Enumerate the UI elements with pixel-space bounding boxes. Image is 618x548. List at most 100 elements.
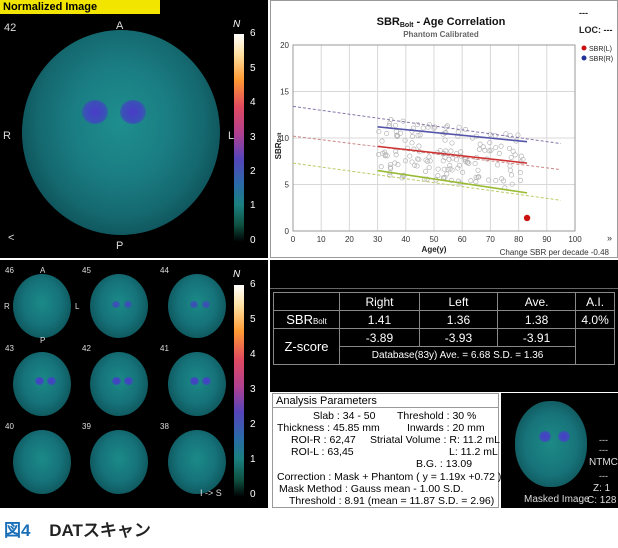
population-point	[400, 118, 406, 124]
masked-image-panel: --- --- NTMC --- Z: 1 Masked Image C: 12…	[501, 393, 618, 508]
slice-color-scale-bar	[234, 285, 244, 497]
table-cell: -3.93	[418, 328, 499, 347]
population-point	[477, 141, 483, 147]
masked-c: C: 128	[587, 495, 617, 506]
table-row: Z-score -3.89 -3.93 -3.91	[273, 328, 615, 365]
param-correction: Correction : Mask + Phantom ( y = 1.19x …	[277, 471, 502, 483]
scale-tick: 3	[250, 132, 256, 143]
scale-tick: 4	[250, 97, 256, 108]
population-point	[384, 130, 390, 137]
y-tick-label: 5	[285, 181, 290, 190]
sbr-label-sub: Bolt	[312, 317, 327, 326]
x-tick-label: 100	[568, 235, 582, 244]
legend-marker	[581, 45, 587, 51]
x-tick-label: 0	[291, 235, 296, 244]
regression-line	[377, 169, 528, 194]
y-tick-label: 10	[280, 134, 289, 143]
population-point	[409, 133, 415, 139]
population-point	[409, 159, 415, 165]
slice-scale-tick: 5	[250, 314, 256, 325]
population-point	[472, 161, 478, 167]
table-header-row: Right Left Ave. A.I.	[273, 292, 615, 311]
population-point	[424, 158, 431, 164]
x-axis-label: Age(y)	[422, 245, 447, 254]
population-point	[415, 132, 421, 139]
population-point	[426, 154, 432, 160]
scale-tick: 1	[250, 200, 256, 211]
slice-orient-label: L	[75, 302, 80, 311]
legend-marker	[581, 55, 587, 61]
param-mask: Mask Method : Gauss mean - 1.00 S.D.	[279, 483, 464, 495]
population-point	[512, 152, 518, 158]
table-cell: 4.0%	[575, 310, 615, 329]
population-point	[468, 178, 474, 184]
population-point	[378, 164, 384, 170]
slice-scale-tick: 0	[250, 489, 256, 500]
slice-scale-tick: 1	[250, 454, 256, 465]
population-point	[517, 177, 523, 183]
population-point	[503, 131, 509, 137]
population-point	[509, 181, 515, 187]
slice-striatum-spot	[112, 377, 121, 385]
corner-dashes: ---	[579, 8, 588, 18]
population-point	[402, 158, 408, 164]
population-point	[393, 152, 399, 158]
table-cell: -3.91	[497, 328, 577, 347]
population-point	[455, 165, 461, 171]
slice-striatum-spot	[124, 377, 133, 385]
param-bg: B.G. : 13.09	[416, 458, 473, 470]
population-point	[473, 174, 479, 180]
param-striatal-l: L: 11.2 mL	[449, 446, 498, 458]
population-point	[392, 160, 398, 166]
slice-number: 39	[82, 422, 91, 431]
figure-caption: 図4 DATスキャン	[4, 516, 151, 541]
table-cell: 1.38	[497, 310, 577, 329]
population-point	[394, 133, 400, 140]
population-point	[486, 177, 492, 183]
population-point	[458, 149, 464, 155]
back-arrow-icon[interactable]: <	[8, 232, 15, 244]
population-point	[414, 121, 421, 128]
y-tick-label: 15	[280, 88, 289, 97]
population-point	[379, 138, 385, 144]
population-point	[447, 166, 453, 172]
population-point	[387, 161, 394, 168]
database-info: Database(83y) Ave. = 6.68 S.D. = 1.36	[338, 346, 577, 365]
y-tick-label: 0	[285, 227, 290, 236]
chart-title-main: SBR	[377, 16, 400, 28]
population-point	[498, 143, 504, 149]
sbr-row-label: SBRBolt	[273, 310, 340, 329]
x-tick-label: 90	[542, 235, 551, 244]
population-point	[466, 160, 472, 166]
population-point	[426, 165, 432, 171]
population-point	[509, 172, 515, 178]
x-tick-label: 60	[458, 235, 467, 244]
population-point	[444, 171, 450, 177]
slice-number: 40	[5, 422, 14, 431]
population-point	[442, 137, 448, 143]
scale-tick: 2	[250, 166, 256, 177]
param-threshold: Threshold : 30 %	[397, 410, 477, 422]
slice-grid-panel: 46 45 44 43 42 41 40 39 38 A R L P N 6 5 4 3 2 1 0 I…	[0, 260, 268, 508]
table-header-cell: Right	[339, 292, 420, 311]
population-point	[448, 148, 454, 154]
plot-frame	[292, 44, 576, 232]
population-point	[455, 129, 461, 135]
population-point	[388, 165, 394, 172]
population-point	[446, 156, 452, 162]
slice-number: 41	[160, 344, 169, 353]
population-point	[393, 149, 399, 155]
slice-scale-tick: 6	[250, 279, 256, 290]
scale-tick: 6	[250, 28, 256, 39]
regression-line	[377, 126, 528, 143]
slice-brain-image	[168, 430, 226, 494]
params-title: Analysis Parameters	[273, 394, 498, 408]
orient-bottom-label: P	[116, 240, 124, 252]
population-point	[414, 163, 420, 169]
population-point	[423, 157, 429, 163]
zscore-row-label: Z-score	[273, 328, 340, 365]
masked-ntmc: NTMC	[589, 457, 618, 468]
param-thickness: Thickness : 45.85 mm	[277, 422, 380, 434]
param-inwards: Inwards : 20 mm	[407, 422, 485, 434]
